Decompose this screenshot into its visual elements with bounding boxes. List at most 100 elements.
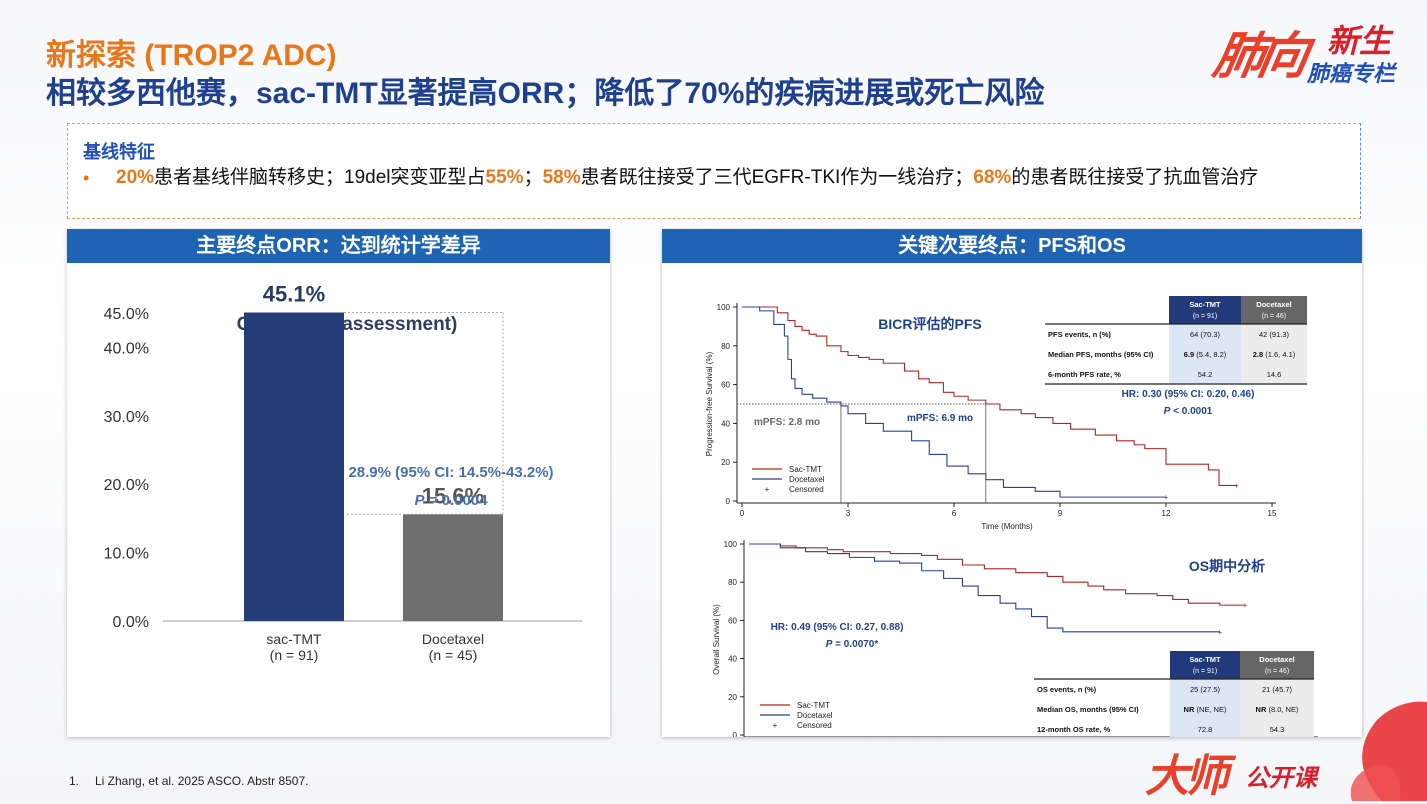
baseline-highlight: 20% — [116, 167, 155, 188]
os-censor-mark: + — [1243, 601, 1248, 610]
pfs-table-row-label: PFS events, n (%) — [1048, 330, 1111, 339]
orr-p-annotation: P = 0.0004 — [415, 492, 489, 509]
pfs-x-tick-label: 3 — [846, 509, 851, 518]
pfs-table-sac-bg — [1169, 324, 1241, 384]
pfs-median-label-doc: mPFS: 2.8 mo — [754, 417, 820, 428]
pfs-table-row-label: 6-month PFS rate, % — [1048, 370, 1121, 379]
os-table-cell-sac: NR (NE, NE) — [1184, 705, 1227, 714]
pfs-y-tick-label: 40 — [721, 419, 730, 428]
footnote-text: Li Zhang, et al. 2025 ASCO. Abstr 8507. — [95, 774, 309, 788]
pfs-os-panel-header: 关键次要终点：PFS和OS — [662, 229, 1362, 263]
os-table-cell-doc: 21 (45.7) — [1262, 685, 1293, 694]
pfs-chart-title: BICR评估的PFS — [878, 316, 981, 332]
os-table-head-sac — [1170, 651, 1240, 679]
baseline-highlight: 58% — [542, 167, 581, 188]
orr-category-label: Docetaxel — [422, 631, 484, 647]
pfs-hr-text: HR: 0.30 (95% CI: 0.20, 0.46) — [1122, 389, 1255, 400]
pfs-table-row-label: Median PFS, months (95% CI) — [1048, 350, 1154, 359]
brand-logo: 肺向 新生 肺癌专栏 — [1209, 16, 1405, 86]
os-censor-mark: + — [1217, 628, 1222, 637]
os-table-sac-bg — [1170, 679, 1240, 737]
pfs-curve-sac-tmt — [742, 306, 1237, 487]
km-charts: 0 20 40 60 80 100 0 3 6 9 12 15 Time (Months) Progres… — [705, 296, 1318, 737]
pfs-table-col-n: (n = 91) — [1193, 313, 1217, 320]
pfs-p-text: P < 0.0001 — [1164, 406, 1213, 417]
baseline-heading: 基线特征 — [83, 142, 155, 162]
pfs-table-head-doc — [1241, 296, 1307, 324]
os-table-cell-sac: 25 (27.5) — [1190, 685, 1221, 694]
masterclass-logo-main: 大师 — [1145, 752, 1229, 801]
orr-panel: 主要终点ORR：达到统计学差异 ORR (BIRC assessment) 0.0… — [67, 229, 610, 737]
pfs-table-cell-sac: 6.9 (5.4, 8.2) — [1184, 350, 1227, 359]
os-table-col-n: (n = 91) — [1193, 668, 1217, 675]
pfs-x-label: Time (Months) — [981, 522, 1033, 531]
orr-y-tick-label: 0.0% — [113, 614, 149, 631]
os-y-tick-label: 80 — [728, 578, 737, 587]
orr-y-tick-label: 10.0% — [104, 546, 149, 563]
pfs-legend-label: Docetaxel — [789, 475, 825, 484]
orr-diff-annotation: 28.9% (95% CI: 14.5%-43.2%) — [348, 464, 553, 481]
os-legend-label: Sac-TMT — [797, 701, 830, 710]
pfs-censor-mark: + — [1164, 493, 1169, 502]
orr-value-label: 45.1% — [263, 282, 325, 307]
os-table-col-n: (n = 46) — [1265, 668, 1289, 675]
footnote-number: 1. — [69, 774, 80, 788]
os-y-tick-label: 60 — [728, 616, 737, 625]
os-table-row-label: 12-month OS rate, % — [1037, 725, 1111, 734]
baseline-box: 基线特征 • 20%患者基线伴脑转移史；19del突变亚型占55%；58%患者既… — [67, 123, 1361, 219]
os-table-cell-doc: NR (8.0, NE) — [1256, 705, 1299, 714]
pfs-table-cell-doc: 2.8 (1.6, 4.1) — [1253, 350, 1296, 359]
pfs-x-tick-label: 9 — [1058, 509, 1063, 518]
pfs-x-tick-label: 0 — [740, 509, 745, 518]
pfs-median-label-sac: mPFS: 6.9 mo — [907, 413, 973, 424]
os-table-doc-bg — [1240, 679, 1314, 737]
os-p-text: P = 0.0070* — [826, 639, 879, 650]
os-curve-docetaxel — [749, 543, 1220, 633]
orr-y-tick-label: 20.0% — [104, 477, 149, 494]
pfs-curve-docetaxel — [742, 306, 1166, 498]
masterclass-logo-sub: 公开课 — [1245, 765, 1317, 792]
pfs-x-tick-label: 6 — [952, 509, 957, 518]
orr-y-tick-label: 30.0% — [104, 409, 149, 426]
os-table-head-doc — [1240, 651, 1314, 679]
os-y-label: Overall Survival (%) — [712, 604, 721, 675]
bullet-icon: • — [83, 168, 90, 188]
os-table-row-label: OS events, n (%) — [1037, 685, 1097, 694]
pfs-x-tick-label: 12 — [1162, 509, 1171, 518]
baseline-highlight: 68% — [973, 167, 1012, 188]
pfs-legend-censor-icon: + — [765, 485, 770, 494]
orr-panel-header: 主要终点ORR：达到统计学差异 — [67, 229, 610, 263]
pfs-x-tick-label: 15 — [1268, 509, 1277, 518]
pfs-os-panel: 关键次要终点：PFS和OS 0 20 40 60 80 100 0 3 6 9 12 15 Time (… — [662, 229, 1362, 737]
pfs-censor-mark: + — [1234, 481, 1239, 490]
orr-bar-chart: ORR (BIRC assessment)0.0%10.0%20.0%30.0%… — [104, 282, 582, 663]
pfs-table-cell-sac: 54.2 — [1198, 370, 1213, 379]
pfs-table-col-n: (n = 46) — [1262, 313, 1286, 320]
os-chart-title: OS期中分析 — [1189, 558, 1265, 574]
slide-title: 新探索 (TROP2 ADC) — [46, 39, 337, 72]
os-table-cell-doc: 54.3 — [1270, 725, 1285, 734]
os-y-tick-label: 40 — [728, 655, 737, 664]
brand-logo-main: 肺向 — [1209, 28, 1308, 84]
pfs-table-head-sac — [1169, 296, 1241, 324]
pfs-table-cell-sac: 64 (70.3) — [1190, 330, 1221, 339]
os-curve-sac-tmt — [749, 543, 1245, 606]
orr-bar-sac-tmt — [244, 312, 344, 621]
os-legend-censor-icon: + — [773, 721, 778, 730]
pfs-y-label: Progression-free Survival (%) — [705, 351, 714, 456]
os-legend-label: Docetaxel — [797, 711, 833, 720]
pfs-y-tick-label: 80 — [721, 342, 730, 351]
masterclass-logo: 大师 公开课 — [1145, 740, 1345, 801]
orr-bar-docetaxel — [403, 514, 503, 621]
pfs-y-tick-label: 60 — [721, 381, 730, 390]
footnote: 1. Li Zhang, et al. 2025 ASCO. Abstr 8507… — [69, 774, 308, 788]
os-hr-text: HR: 0.49 (95% CI: 0.27, 0.88) — [771, 622, 904, 633]
baseline-text: 20%患者基线伴脑转移史；19del突变亚型占55%；58%患者既往接受了三代E… — [116, 164, 1346, 191]
pfs-y-tick-label: 100 — [717, 303, 731, 312]
pfs-table-cell-doc: 14.6 — [1267, 370, 1282, 379]
baseline-segment: 患者既往接受了三代EGFR-TKI作为一线治疗； — [580, 167, 974, 188]
baseline-highlight: 55% — [485, 167, 524, 188]
pfs-y-tick-label: 0 — [726, 497, 731, 506]
os-legend-label: Censored — [797, 721, 832, 730]
pfs-legend-label: Censored — [789, 485, 824, 494]
